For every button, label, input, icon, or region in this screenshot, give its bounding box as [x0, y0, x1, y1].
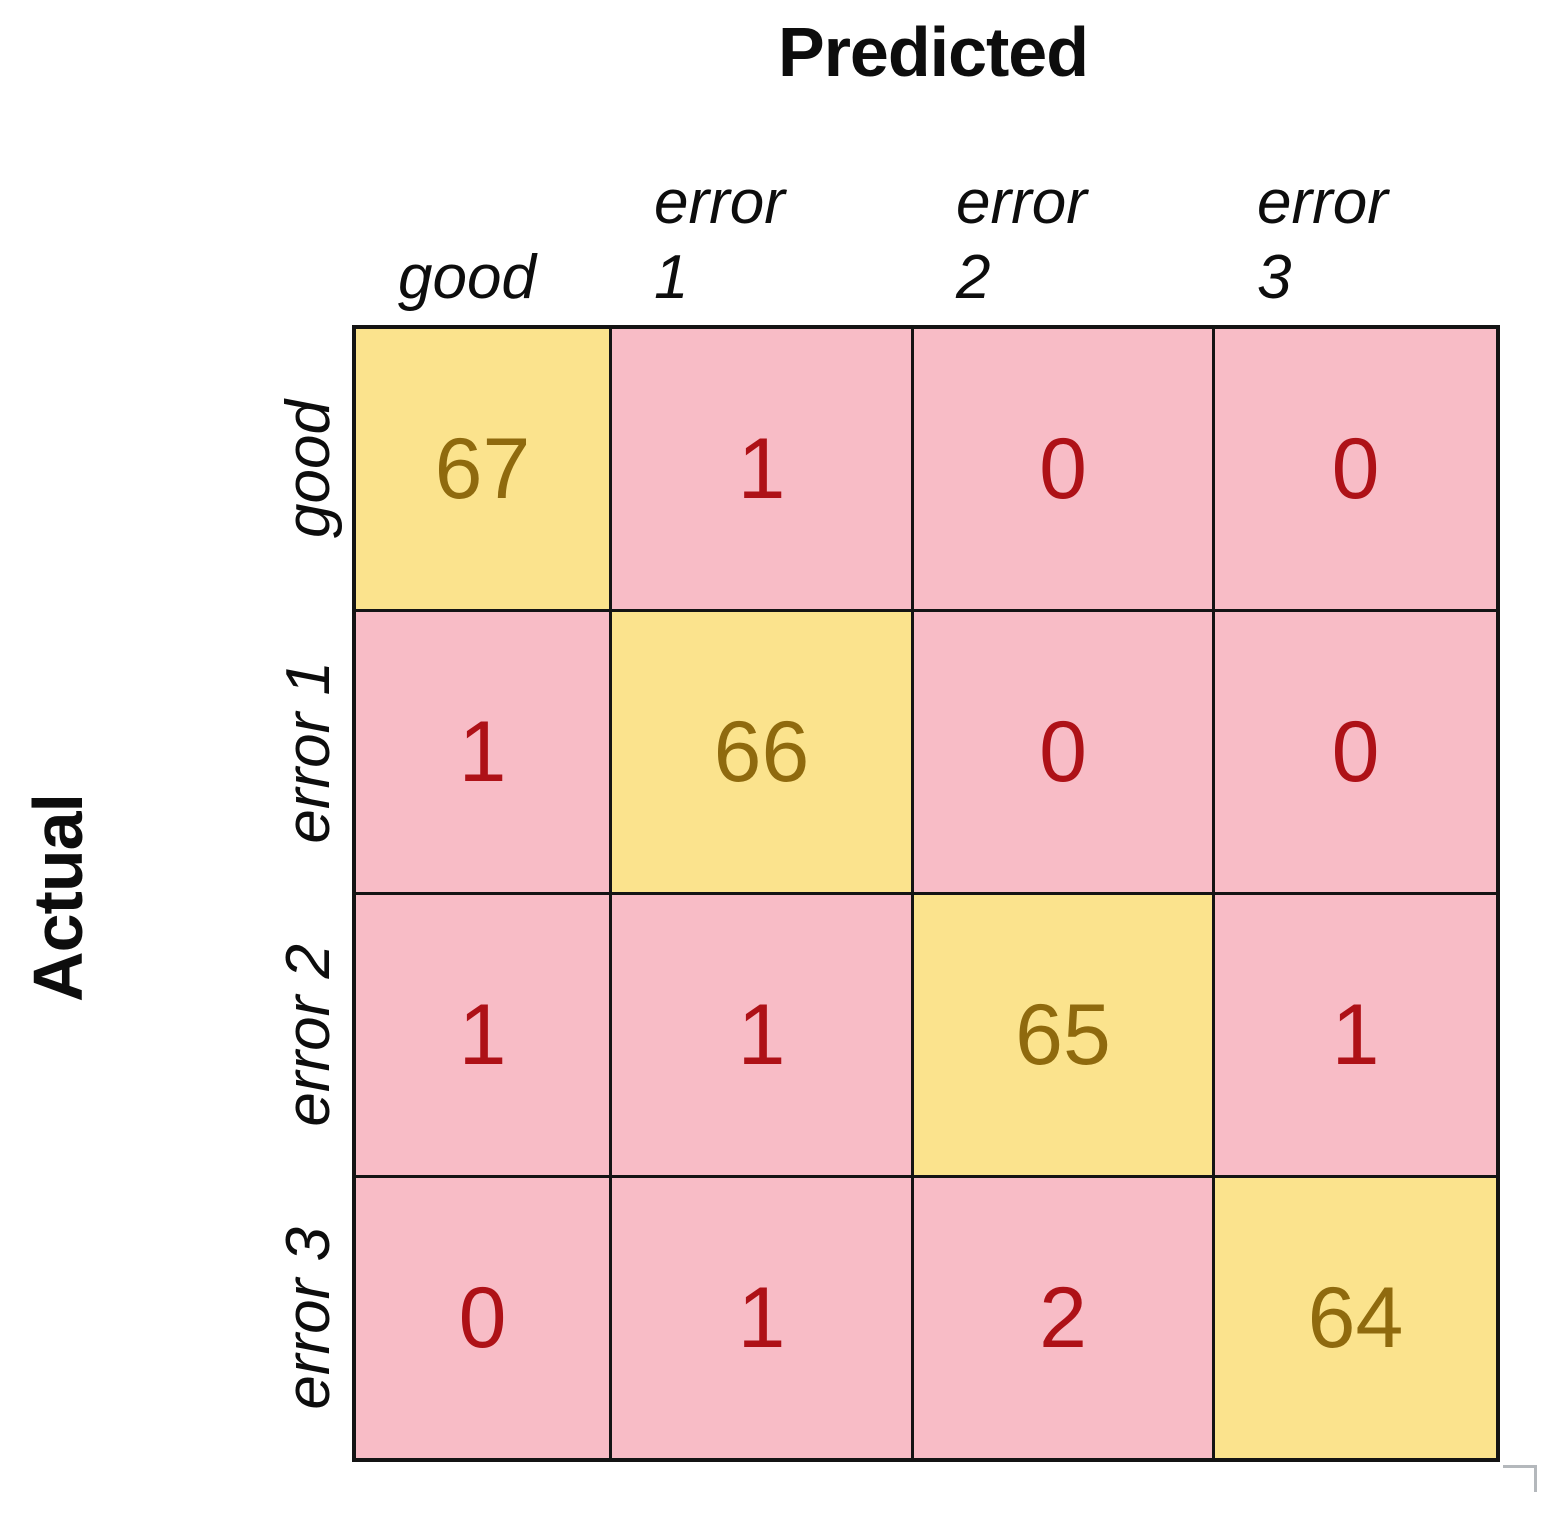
cell-r2c1: 1 — [612, 895, 911, 1175]
col-header-good-line1: good — [398, 242, 536, 312]
cell-r3c3: 64 — [1215, 1178, 1496, 1458]
col-header-error-2: error 2 — [914, 166, 1212, 315]
cell-r1c2: 0 — [914, 612, 1212, 892]
row-label-error-2-text: error 2 — [274, 943, 343, 1127]
cell-r0c3: 0 — [1215, 329, 1496, 609]
cell-r3c0: 0 — [356, 1178, 609, 1458]
y-axis-title-wrap: Actual — [6, 329, 110, 1466]
column-headers: good error 1 error 2 error 3 — [352, 108, 1500, 315]
cell-r0c2: 0 — [914, 329, 1212, 609]
row-label-error-2: error 2 — [196, 895, 344, 1175]
col-header-error-1: error 1 — [612, 166, 911, 315]
cell-r3c1: 1 — [612, 1178, 911, 1458]
row-label-error-1: error 1 — [196, 612, 344, 892]
row-label-good: good — [196, 329, 344, 609]
cell-r2c2: 65 — [914, 895, 1212, 1175]
col-header-error-3-line2: 3 — [1257, 242, 1292, 312]
col-header-error-2-line1: error — [956, 168, 1087, 238]
cell-r1c0: 1 — [356, 612, 609, 892]
matrix-grid: 67 1 0 0 1 66 0 0 1 1 65 1 0 1 2 64 — [352, 325, 1500, 1462]
col-header-error-2-line2: 2 — [956, 242, 991, 312]
row-label-error-3: error 3 — [196, 1178, 344, 1458]
cell-r1c3: 0 — [1215, 612, 1496, 892]
x-axis-title: Predicted — [778, 13, 1089, 91]
cell-r2c0: 1 — [356, 895, 609, 1175]
col-header-error-1-line2: 1 — [654, 242, 689, 312]
row-labels: good error 1 error 2 error 3 — [196, 329, 344, 1458]
col-header-good: good — [356, 241, 609, 315]
cell-r2c3: 1 — [1215, 895, 1496, 1175]
col-header-error-3: error 3 — [1215, 166, 1496, 315]
col-header-error-1-line1: error — [654, 168, 785, 238]
cell-r0c1: 1 — [612, 329, 911, 609]
col-header-error-3-line1: error — [1257, 168, 1388, 238]
y-axis-title: Actual — [19, 793, 97, 1002]
cell-r0c0: 67 — [356, 329, 609, 609]
corner-resize-mark — [1503, 1465, 1537, 1492]
row-label-error-1-text: error 1 — [274, 660, 343, 844]
cell-r1c1: 66 — [612, 612, 911, 892]
cell-r3c2: 2 — [914, 1178, 1212, 1458]
row-label-good-text: good — [274, 400, 343, 538]
row-label-error-3-text: error 3 — [274, 1226, 343, 1410]
